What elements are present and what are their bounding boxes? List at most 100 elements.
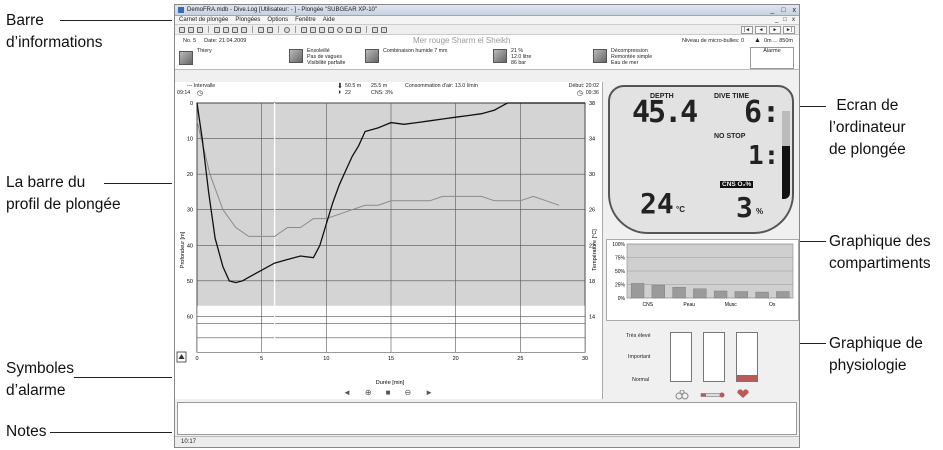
chart-ticks: 0 5 10 15 20 25 30 0 10 20 30 40 50 60 38 34 30 26 22 18 14 xyxy=(187,101,595,362)
close-button[interactable]: x xyxy=(792,6,797,14)
dive-profile-chart[interactable]: 0 5 10 15 20 25 30010203040506038343026221814 … xyxy=(175,100,603,400)
gas-text: 21 % xyxy=(511,48,524,54)
record-navigation: |◄ ◄ ► ►| xyxy=(741,25,795,34)
open-icon[interactable] xyxy=(188,26,194,33)
callout-text: La barre du xyxy=(6,174,86,191)
cns-o2-value: 3 xyxy=(736,191,753,224)
y-tick-label: 20 xyxy=(187,172,193,178)
alarm-box[interactable]: Alarme xyxy=(750,47,794,69)
callout-info-bar: Barre d’informations xyxy=(6,10,103,54)
menu-logbook[interactable]: Carnet de plongée xyxy=(179,17,229,23)
temperature-unit: °C xyxy=(676,205,685,214)
callout-text: d’alarme xyxy=(6,382,66,399)
zoom-out-icon[interactable]: ⊖ xyxy=(404,388,412,397)
prev-record-button[interactable]: ◄ xyxy=(755,25,767,34)
menu-options[interactable]: Options xyxy=(267,17,289,23)
flag-icon[interactable] xyxy=(355,26,361,33)
callout-physiology: Graphique de physiologie xyxy=(829,333,923,377)
status-time: 10:17 xyxy=(181,439,197,445)
separator xyxy=(278,26,279,33)
play-forward-icon[interactable]: ► xyxy=(425,388,434,397)
dive-profile-panel: --- Intervalle 09:14 ◷ ⬇ 50.5 m 25.5 m ◑… xyxy=(175,82,603,399)
chart-marks xyxy=(196,102,585,284)
menu-help[interactable]: Aide xyxy=(322,17,335,23)
condition-text: Visibilité parfaite xyxy=(307,60,346,67)
mdi-close-button[interactable]: x xyxy=(792,17,795,23)
mdi-restore-button[interactable]: □ xyxy=(783,17,787,23)
suit-photo[interactable] xyxy=(365,49,379,63)
altitude-range: 0m ... 850m xyxy=(763,37,793,44)
window-split-icon[interactable] xyxy=(381,26,387,33)
callout-text: Symboles xyxy=(6,360,75,377)
toolbar: |◄ ◄ ► ►| xyxy=(175,25,799,35)
right-panel: DEPTH 45.4 DIVE TIME 6: NO STOP 1: 24 °C… xyxy=(604,82,799,400)
window-icon[interactable] xyxy=(372,26,378,33)
delete-icon[interactable] xyxy=(232,26,238,33)
next-record-button[interactable]: ► xyxy=(769,25,781,34)
avg-depth: 25.5 m xyxy=(371,83,388,89)
level-normal: Normal xyxy=(632,377,650,383)
sort-icon[interactable] xyxy=(223,26,229,33)
mdi-minimize-button[interactable]: _ xyxy=(775,17,779,23)
mdi-controls: _ □ x xyxy=(775,17,795,23)
tank-icon[interactable] xyxy=(328,26,334,33)
last-record-button[interactable]: ►| xyxy=(783,25,795,34)
zoom-in-icon[interactable]: ⊕ xyxy=(364,388,372,397)
dive-type-photo[interactable] xyxy=(593,49,607,63)
chart-grid xyxy=(196,102,586,353)
sum-icon[interactable] xyxy=(267,26,273,33)
conditions: Ensoleillé Pas de vagues Visibilité parf… xyxy=(307,48,345,67)
weather-photo[interactable] xyxy=(289,49,303,63)
first-record-button[interactable]: |◄ xyxy=(741,25,753,34)
dive-date: Date: 21.04.2009 xyxy=(204,37,247,44)
y-axis-left-label: Profondeur [m] xyxy=(180,231,186,268)
compartment-y-tick: 0% xyxy=(618,296,626,302)
pin-icon[interactable] xyxy=(346,26,352,33)
eraser-icon[interactable] xyxy=(258,26,264,33)
depth-value: 45.4 xyxy=(632,95,698,130)
info-details-row: Thiery Ensoleillé Pas de vagues Visibili… xyxy=(177,47,797,69)
compartment-y-tick: 75% xyxy=(615,256,626,262)
interval-time: 09:14 xyxy=(177,90,191,96)
diver-icon[interactable] xyxy=(284,26,290,33)
dive-site: Mer rouge Sharm el Sheikh xyxy=(413,36,511,45)
callout-line xyxy=(786,106,826,107)
import-icon[interactable] xyxy=(214,26,220,33)
dive-time-label: DIVE TIME xyxy=(714,93,750,100)
ascent-rate-bar xyxy=(782,111,790,199)
callout-text: Notes xyxy=(6,423,47,440)
shield-icon[interactable] xyxy=(337,26,343,33)
window-controls: _ □ x xyxy=(770,7,796,14)
fish-icon[interactable] xyxy=(319,26,325,33)
no-stop-label: NO STOP xyxy=(714,133,746,140)
buddy-photo[interactable] xyxy=(179,51,193,65)
notes-field[interactable] xyxy=(177,402,797,435)
play-back-icon[interactable]: ◄ xyxy=(343,388,351,397)
callout-text: Graphique des xyxy=(829,233,931,250)
level-important: Important xyxy=(628,354,651,360)
menu-dives[interactable]: Plongées xyxy=(235,17,261,23)
card-icon[interactable] xyxy=(310,26,316,33)
callout-line xyxy=(786,241,826,242)
minimize-button[interactable]: _ xyxy=(770,6,775,14)
tank-photo[interactable] xyxy=(493,49,507,63)
print-icon[interactable] xyxy=(197,26,203,33)
stop-icon[interactable]: ■ xyxy=(385,388,391,397)
info-bar: No. 5 Date: 21.04.2009 Mer rouge Sharm e… xyxy=(175,35,799,70)
dive-duration: 09:36 xyxy=(585,90,599,96)
compartment-y-tick: 25% xyxy=(615,283,626,289)
compartment-x-label: Os xyxy=(769,302,776,308)
callout-line xyxy=(60,20,172,21)
edit-icon[interactable] xyxy=(241,26,247,33)
callout-text: Graphique de xyxy=(829,335,923,352)
air-consumption: Consommation d'air: 13.0 l/min xyxy=(405,83,478,89)
y-tick-label: 30 xyxy=(187,208,193,214)
new-icon[interactable] xyxy=(179,26,185,33)
alarm-symbol-icon[interactable] xyxy=(176,351,187,363)
gallery-icon[interactable] xyxy=(301,26,307,33)
callout-line xyxy=(104,183,172,184)
menu-window[interactable]: Fenêtre xyxy=(295,17,316,23)
physiology-gauge xyxy=(736,332,758,382)
maximize-button[interactable]: □ xyxy=(781,6,786,14)
suit-text: Combinaison humide 7 mm xyxy=(383,48,448,54)
